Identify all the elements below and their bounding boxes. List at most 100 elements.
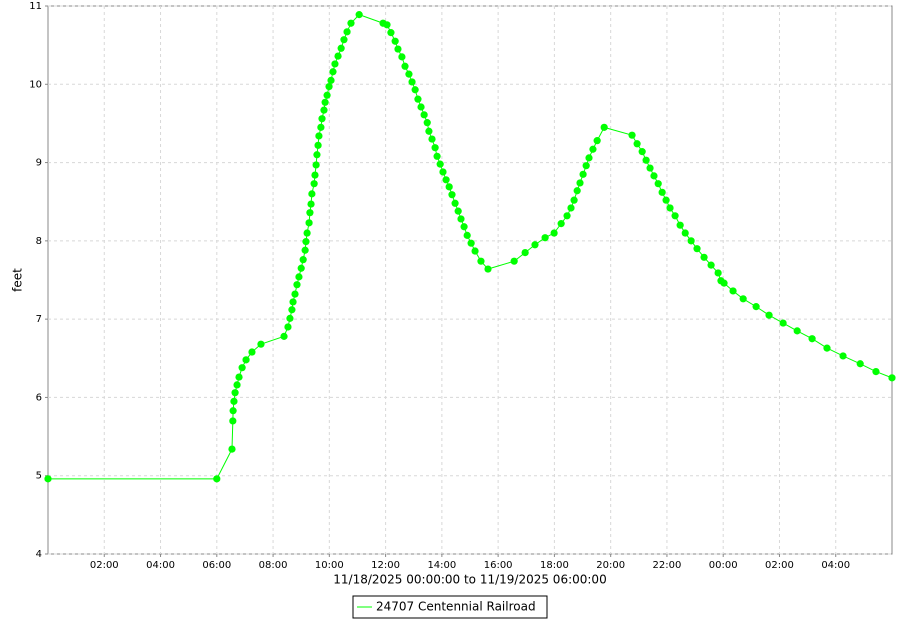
data-point bbox=[329, 68, 337, 76]
data-point bbox=[325, 83, 333, 91]
data-point bbox=[510, 257, 518, 265]
y-tick-label: 4 bbox=[36, 549, 42, 560]
y-tick-label: 8 bbox=[36, 236, 42, 247]
data-point bbox=[567, 204, 575, 212]
data-point bbox=[286, 314, 294, 322]
data-point bbox=[693, 245, 701, 253]
data-point bbox=[231, 389, 239, 397]
y-tick-label: 7 bbox=[36, 314, 42, 325]
data-point bbox=[394, 45, 402, 53]
data-point bbox=[720, 279, 728, 287]
data-point bbox=[337, 44, 345, 52]
data-point bbox=[457, 215, 465, 223]
data-point bbox=[303, 229, 311, 237]
data-point bbox=[320, 106, 328, 114]
data-point bbox=[700, 253, 708, 261]
data-point bbox=[600, 123, 608, 131]
data-point bbox=[638, 148, 646, 156]
data-point bbox=[327, 76, 335, 84]
data-point bbox=[888, 374, 896, 382]
data-point bbox=[642, 156, 650, 164]
y-tick-label: 9 bbox=[36, 158, 42, 169]
data-point bbox=[238, 364, 246, 372]
data-point bbox=[436, 160, 444, 168]
data-point bbox=[398, 53, 406, 61]
data-point bbox=[391, 37, 399, 45]
data-point bbox=[752, 303, 760, 311]
data-point bbox=[425, 127, 433, 135]
legend-label: 24707 Centennial Railroad bbox=[376, 600, 536, 614]
data-point bbox=[563, 212, 571, 220]
data-point bbox=[233, 381, 241, 389]
data-point bbox=[347, 19, 355, 27]
data-point bbox=[593, 137, 601, 145]
data-point bbox=[313, 151, 321, 159]
data-point bbox=[228, 445, 236, 453]
data-point bbox=[579, 170, 587, 178]
data-point bbox=[331, 60, 339, 68]
data-point bbox=[420, 111, 428, 119]
data-point bbox=[417, 103, 425, 111]
data-point bbox=[739, 295, 747, 303]
data-point bbox=[343, 28, 351, 36]
data-point bbox=[666, 204, 674, 212]
x-tick-label: 02:00 bbox=[765, 560, 794, 571]
data-point bbox=[242, 356, 250, 364]
data-point bbox=[707, 261, 715, 269]
data-point bbox=[628, 131, 636, 139]
data-point bbox=[323, 91, 331, 99]
data-point bbox=[467, 239, 475, 247]
data-point bbox=[317, 123, 325, 131]
data-point bbox=[312, 161, 320, 169]
data-point bbox=[662, 196, 670, 204]
data-point bbox=[445, 183, 453, 191]
data-point bbox=[314, 141, 322, 149]
data-point bbox=[340, 36, 348, 44]
data-point bbox=[557, 220, 565, 228]
data-point bbox=[280, 332, 288, 340]
x-tick-label: 12:00 bbox=[371, 560, 400, 571]
data-point bbox=[454, 207, 462, 215]
data-point bbox=[306, 209, 314, 217]
data-point bbox=[573, 187, 581, 195]
x-tick-label: 16:00 bbox=[484, 560, 513, 571]
data-point bbox=[448, 191, 456, 199]
data-point bbox=[310, 180, 318, 188]
data-point bbox=[311, 171, 319, 179]
data-point bbox=[823, 344, 831, 352]
plot-area bbox=[47, 5, 893, 555]
data-point bbox=[305, 219, 313, 227]
data-point bbox=[839, 352, 847, 360]
data-point bbox=[676, 221, 684, 229]
data-point bbox=[650, 172, 658, 180]
data-point bbox=[808, 335, 816, 343]
data-point bbox=[463, 231, 471, 239]
data-point bbox=[289, 298, 297, 306]
data-point bbox=[460, 223, 468, 231]
data-point bbox=[229, 407, 237, 415]
data-point bbox=[658, 188, 666, 196]
legend: 24707 Centennial Railroad bbox=[352, 595, 548, 619]
data-point bbox=[299, 256, 307, 264]
data-point bbox=[687, 237, 695, 245]
data-point bbox=[257, 340, 265, 348]
y-tick-label: 6 bbox=[36, 392, 42, 403]
data-point bbox=[633, 140, 641, 148]
data-point bbox=[433, 152, 441, 160]
data-point bbox=[284, 323, 292, 331]
x-tick-label: 04:00 bbox=[821, 560, 850, 571]
x-tick-label: 18:00 bbox=[540, 560, 569, 571]
data-point bbox=[307, 200, 315, 208]
data-point bbox=[521, 249, 529, 257]
data-point bbox=[318, 115, 326, 123]
x-tick-label: 02:00 bbox=[90, 560, 119, 571]
data-point bbox=[570, 196, 578, 204]
data-point bbox=[779, 319, 787, 327]
data-point bbox=[308, 190, 316, 198]
x-tick-label: 10:00 bbox=[315, 560, 344, 571]
data-point bbox=[355, 11, 363, 19]
data-point bbox=[248, 348, 256, 356]
data-point bbox=[765, 311, 773, 319]
y-tick-label: 10 bbox=[29, 79, 42, 90]
